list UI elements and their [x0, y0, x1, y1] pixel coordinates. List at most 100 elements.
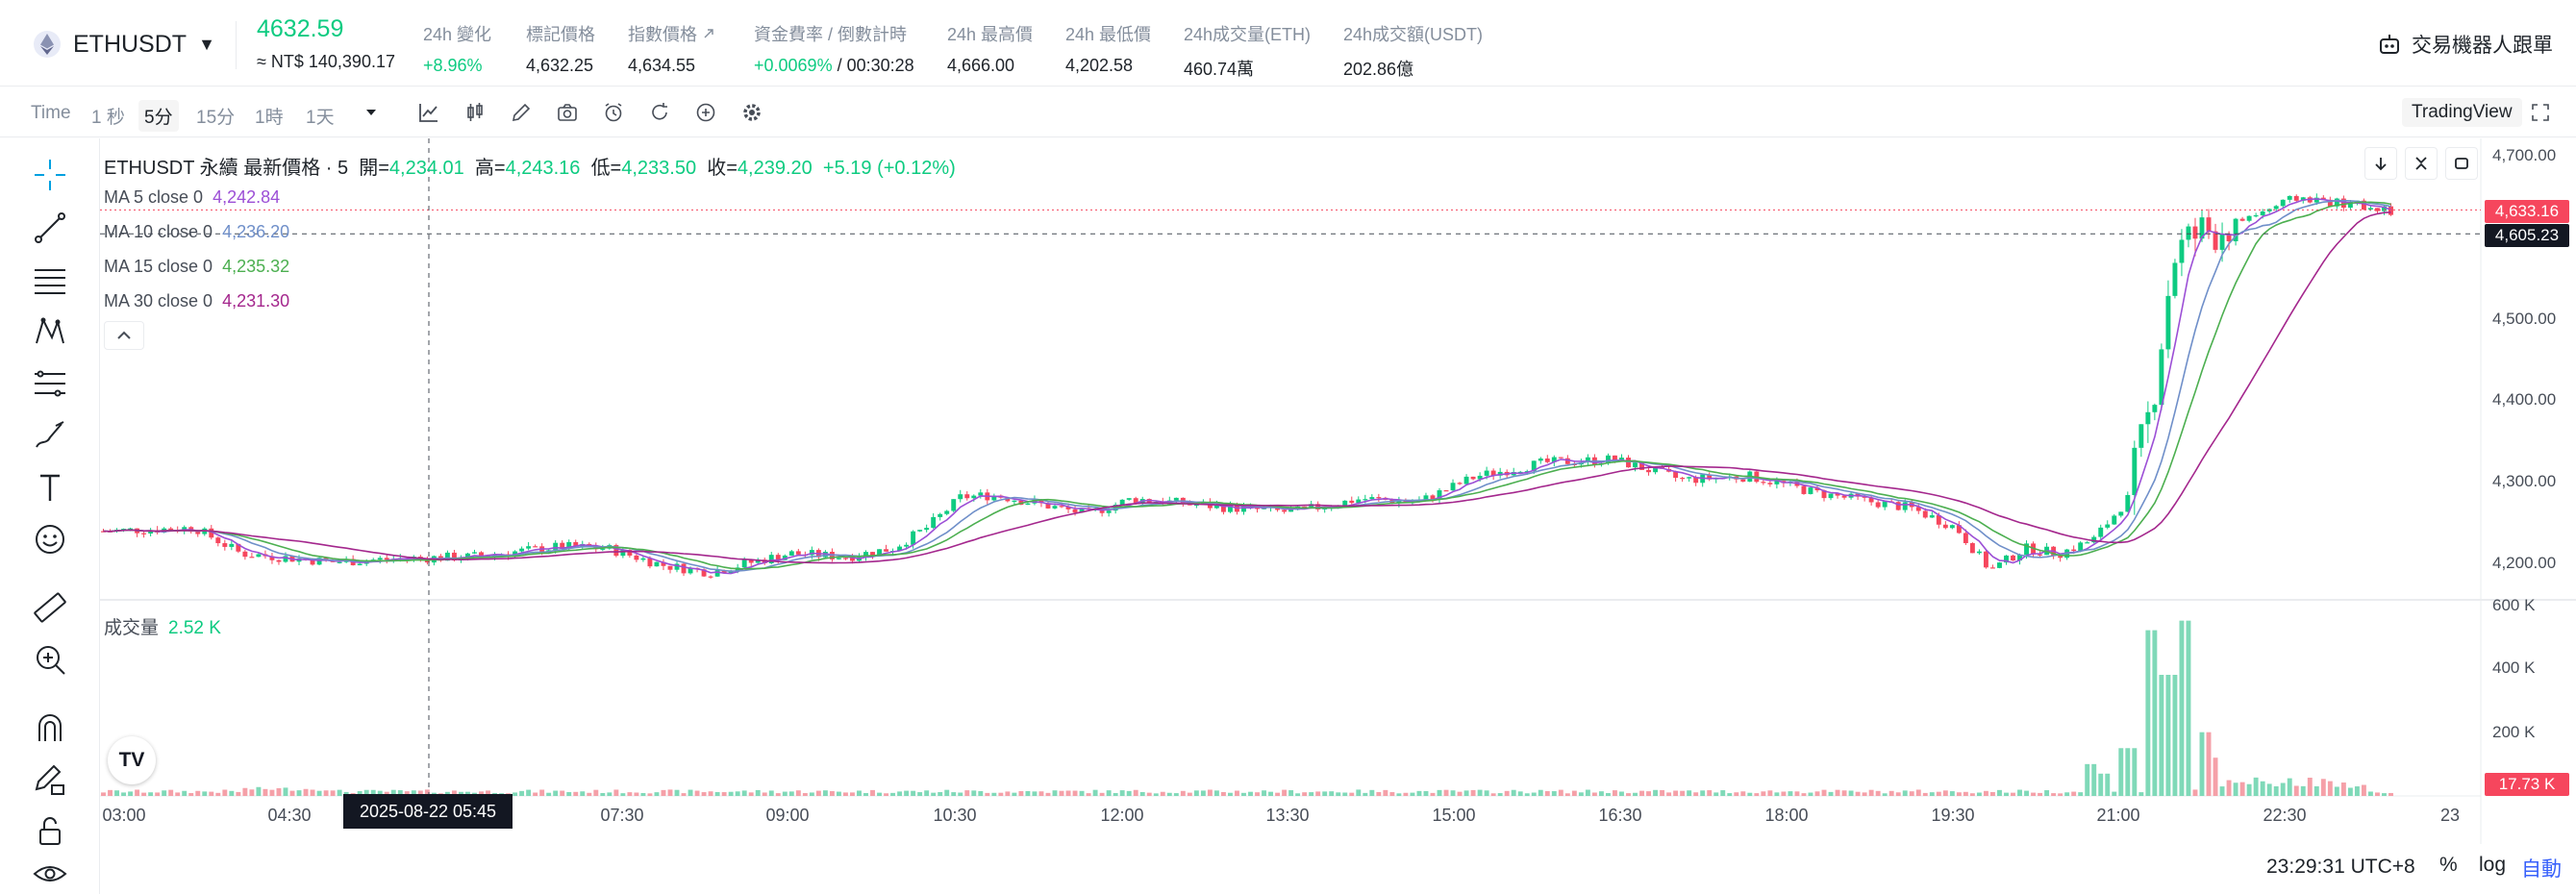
pattern-icon[interactable]	[27, 311, 73, 352]
magnet-icon[interactable]	[27, 708, 73, 748]
funding-rate: +0.0069%	[754, 56, 833, 75]
tradingview-logo[interactable]: TV	[108, 736, 156, 784]
timeframe-1h[interactable]: 1時	[255, 108, 284, 128]
tradingview-button[interactable]: TradingView	[2402, 98, 2522, 127]
volume-bar	[1126, 790, 1132, 796]
timeframe-time[interactable]: Time	[31, 103, 71, 123]
volume-bar	[1153, 793, 1159, 796]
volume-bar	[2064, 792, 2070, 796]
lock-icon[interactable]	[27, 811, 73, 852]
candle-body	[931, 516, 937, 529]
collapse-legend-button[interactable]	[104, 321, 144, 350]
add-circle-icon[interactable]	[692, 99, 719, 126]
candle-body	[674, 563, 680, 570]
indicator-line-icon[interactable]	[415, 99, 442, 126]
volume-bar	[1531, 792, 1537, 796]
volume-bar	[1187, 792, 1192, 796]
stat-mark-price: 標記價格 4,632.25	[526, 21, 595, 76]
candle-body	[2300, 197, 2306, 201]
emoji-icon[interactable]	[27, 519, 73, 559]
prediction-icon[interactable]	[27, 363, 73, 404]
trend-line-icon[interactable]	[27, 208, 73, 248]
alarm-clock-icon[interactable]	[600, 99, 627, 126]
ma30-legend[interactable]: MA 30 close 0 4,231.30	[104, 291, 289, 311]
ma15-legend[interactable]: MA 15 close 0 4,235.32	[104, 257, 289, 277]
volume-bar	[2071, 791, 2077, 796]
volume-bar	[209, 791, 214, 796]
ma10-legend[interactable]: MA 10 close 0 4,236.20	[104, 222, 289, 242]
volume-bar	[755, 789, 761, 796]
gear-icon[interactable]	[738, 99, 765, 126]
candle-body	[1531, 460, 1537, 472]
volume-bar	[708, 791, 713, 796]
candle-body	[870, 552, 875, 557]
candle-body	[2334, 198, 2339, 207]
volume-bar	[802, 793, 808, 796]
eye-icon[interactable]	[27, 854, 73, 894]
volume-bar	[1342, 792, 1348, 796]
crosshair-icon[interactable]	[27, 155, 73, 195]
candle-body	[688, 567, 693, 574]
fullscreen-icon[interactable]	[2527, 99, 2554, 126]
camera-icon[interactable]	[554, 99, 581, 126]
ma-label: MA 15 close 0	[104, 257, 213, 276]
volume-bar	[674, 789, 680, 796]
candle-body	[236, 543, 241, 552]
candle-body	[1687, 477, 1692, 479]
lock-pencil-icon[interactable]	[27, 759, 73, 800]
ma-value: 4,236.20	[222, 222, 290, 241]
candle-body	[451, 552, 457, 561]
text-icon[interactable]	[27, 467, 73, 508]
candle-body	[384, 558, 389, 560]
candle-body	[2125, 494, 2131, 512]
volume-bar	[1241, 792, 1246, 796]
candle-body	[654, 561, 660, 567]
candle-body	[762, 559, 767, 563]
volume-bar	[121, 792, 127, 796]
volume-bar	[1700, 790, 1706, 796]
candle-body	[1814, 487, 1820, 491]
log-scale-button[interactable]: log	[2479, 854, 2507, 876]
volume-bar	[958, 792, 963, 796]
fib-lines-icon[interactable]	[27, 260, 73, 300]
volume-bar	[998, 792, 1004, 796]
volume-bar	[654, 792, 660, 796]
stat-index-price[interactable]: 指數價格 4,634.55	[628, 21, 715, 76]
volume-bar	[809, 792, 814, 796]
candle-body	[1821, 490, 1827, 499]
volume-bar	[1538, 789, 1543, 796]
trading-bot-button[interactable]: 交易機器人跟單	[2377, 27, 2553, 62]
volume-bar	[741, 790, 747, 796]
timeframe-5m[interactable]: 5分	[138, 100, 179, 132]
collapse-pane-button[interactable]	[2405, 147, 2438, 180]
volume-bar	[2246, 783, 2252, 796]
timeframe-15m[interactable]: 15分	[196, 108, 236, 128]
pencil-icon[interactable]	[508, 99, 535, 126]
ruler-icon[interactable]	[27, 587, 73, 628]
refresh-icon[interactable]	[646, 99, 673, 126]
volume-bar	[2024, 790, 2029, 796]
candle-type-icon[interactable]	[462, 99, 488, 126]
scroll-down-button[interactable]	[2364, 147, 2397, 180]
time-tick: 13:30	[1265, 806, 1310, 825]
volume-bar	[1213, 790, 1219, 796]
auto-scale-button[interactable]: 自動	[2521, 858, 2562, 881]
candle-body	[938, 513, 943, 517]
volume-bar	[1551, 791, 1557, 796]
volume-bar	[269, 789, 275, 796]
volume-bar	[964, 790, 970, 796]
timeframe-1d[interactable]: 1天	[306, 108, 335, 128]
ma5-legend[interactable]: MA 5 close 0 4,242.84	[104, 187, 280, 208]
percent-scale-button[interactable]: %	[2439, 854, 2458, 876]
brush-icon[interactable]	[27, 415, 73, 456]
symbol-selector[interactable]: ETHUSDT ▼	[33, 27, 215, 62]
volume-bar	[202, 791, 208, 796]
volume-bar	[1430, 792, 1436, 796]
timeframe-1s[interactable]: 1 秒	[91, 108, 125, 128]
zoom-in-icon[interactable]	[27, 639, 73, 680]
maximize-pane-button[interactable]	[2445, 147, 2478, 180]
volume-bar	[721, 792, 727, 796]
timeframe-dropdown-icon[interactable]	[358, 99, 385, 126]
volume-bar	[1119, 790, 1125, 796]
